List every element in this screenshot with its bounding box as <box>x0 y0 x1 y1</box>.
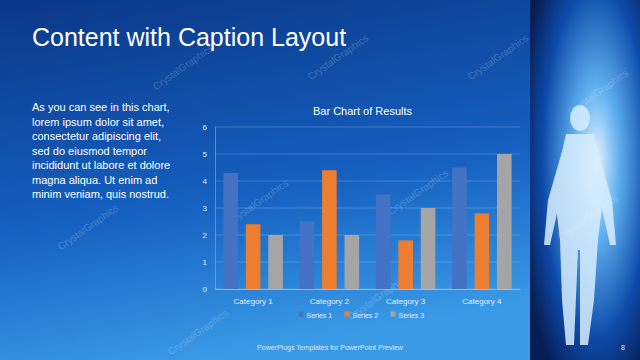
grid-line <box>215 289 520 290</box>
bar <box>223 173 238 289</box>
x-tick: Category 3 <box>386 289 426 306</box>
legend-label: Series 1 <box>307 312 333 319</box>
bar <box>322 170 337 289</box>
watermark: CrystalGraphics <box>556 192 621 242</box>
legend: Series 1 Series 2 Series 3 <box>299 312 425 319</box>
y-tick: 1 <box>203 258 215 267</box>
caption-line: incididunt ut labore et dolore <box>32 159 170 171</box>
x-tick-label: Category 3 <box>386 297 426 306</box>
y-tick: 0 <box>203 285 215 294</box>
y-axis-line <box>215 128 216 290</box>
bar <box>452 168 467 290</box>
bar <box>246 224 261 289</box>
bar <box>300 222 315 290</box>
y-tick: 2 <box>203 231 215 240</box>
background <box>0 0 640 360</box>
y-tick-label: 3 <box>203 204 208 213</box>
bar <box>497 154 512 289</box>
legend-swatch <box>391 312 396 317</box>
bar <box>421 208 436 289</box>
bar <box>345 235 360 289</box>
legend-label: Series 3 <box>399 312 425 319</box>
y-axis: 0 1 2 3 4 5 6 <box>203 123 216 294</box>
x-tick: Category 2 <box>310 289 350 306</box>
x-tick-label: Category 1 <box>234 297 274 306</box>
legend-item: Series 1 <box>299 312 333 319</box>
legend-swatch <box>299 312 304 317</box>
y-tick: 6 <box>203 123 215 132</box>
caption-line: sed do eiusmod tempor <box>32 145 147 157</box>
caption-line: lorem ipsum dolor sit amet, <box>32 116 164 128</box>
y-tick-label: 2 <box>203 231 208 240</box>
watermark: CrystalGraphics <box>566 67 631 117</box>
chart: Bar Chart of Results0123456Category 1Cat… <box>203 105 521 319</box>
series <box>268 154 511 289</box>
page-number: 8 <box>621 344 625 351</box>
bar <box>268 235 283 289</box>
x-tick: Category 4 <box>462 289 502 306</box>
series <box>223 168 466 290</box>
bar <box>475 213 490 289</box>
caption-line: As you can see in this chart, <box>32 101 170 113</box>
y-tick-label: 5 <box>203 150 208 159</box>
y-tick-label: 6 <box>203 123 208 132</box>
y-tick: 5 <box>203 150 215 159</box>
footer: PowerPlugs Templates for PowerPoint Prev… <box>257 344 404 352</box>
slide-title: Content with Caption Layout <box>32 23 346 51</box>
x-axis: Category 1 Category 2 Category 3 Category 4 <box>216 289 521 306</box>
watermark: CrystalGraphics <box>466 32 531 82</box>
y-tick-label: 0 <box>203 285 208 294</box>
figure-arm <box>594 138 616 245</box>
y-tick: 4 <box>203 177 215 186</box>
caption-line: magna aliqua. Ut enim ad <box>32 174 157 186</box>
bars <box>223 154 511 289</box>
caption-line: minim veniam, quis nostrud. <box>32 188 169 200</box>
grid-line <box>215 181 520 182</box>
side-glow <box>530 0 640 360</box>
slide: CrystalGraphics CrystalGraphics CrystalGra… <box>0 0 640 360</box>
watermark: CrystalGraphics <box>166 307 231 357</box>
x-axis-line <box>216 289 521 290</box>
bar <box>398 240 413 289</box>
grid-line <box>215 154 520 155</box>
grid <box>215 127 520 289</box>
side-image <box>530 0 640 360</box>
y-tick-label: 1 <box>203 258 208 267</box>
chart-title: Bar Chart of Results <box>313 105 413 117</box>
grid-line <box>215 208 520 209</box>
grid-line <box>215 262 520 263</box>
grid-line <box>215 235 520 236</box>
grid-line <box>215 127 520 128</box>
watermark: CrystalGraphics <box>56 202 121 252</box>
x-tick-label: Category 2 <box>310 297 350 306</box>
bar <box>376 195 391 290</box>
y-tick-label: 4 <box>203 177 208 186</box>
legend-swatch <box>345 312 350 317</box>
x-tick: Category 1 <box>234 289 274 306</box>
series <box>246 170 489 289</box>
legend-item: Series 3 <box>391 312 425 319</box>
y-tick: 3 <box>203 204 215 213</box>
watermark: CrystalGraphics <box>386 167 451 217</box>
legend-label: Series 2 <box>353 312 379 319</box>
legend-item: Series 2 <box>345 312 379 319</box>
caption-line: consectetur adipiscing elit, <box>32 130 161 142</box>
caption: As you can see in this chart, lorem ipsum… <box>32 101 170 200</box>
x-tick-label: Category 4 <box>462 297 502 306</box>
